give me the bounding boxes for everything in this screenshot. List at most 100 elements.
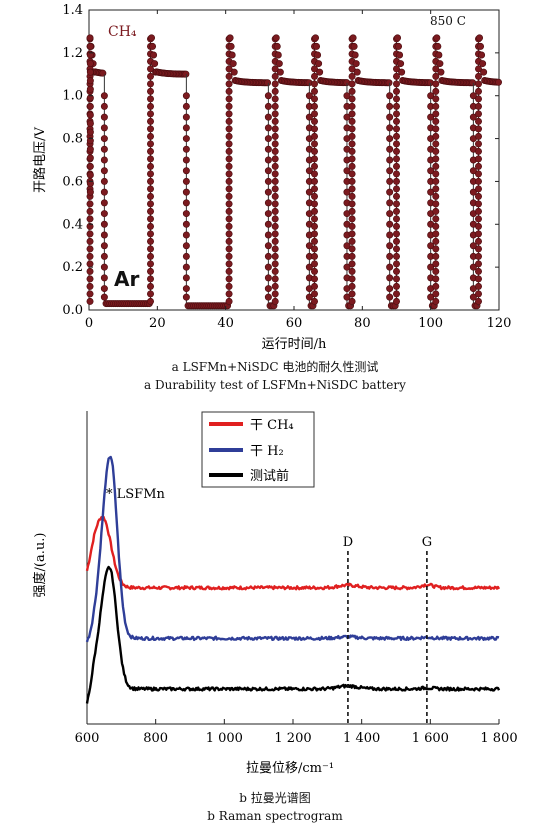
ocv-point [86,222,94,230]
ocv-point [343,263,351,271]
ocv-point [225,260,233,268]
ocv-point [386,135,394,143]
ocv-point [147,95,155,103]
ocv-point [310,297,318,305]
ocv-point [427,242,435,250]
ocv-point [474,200,482,208]
ocv-point [100,113,108,121]
ocv-point [386,210,394,218]
ocv-point [147,170,155,178]
ocv-point [348,147,356,155]
ocv-point [310,140,318,148]
ocv-point [100,135,108,143]
ocv-point [264,252,272,260]
ocv-point [86,137,94,145]
ocv-point [392,117,400,125]
ocv-point [432,267,440,275]
ocv-point [182,242,190,250]
ocv-point [264,113,272,121]
ocv-point [271,237,279,245]
ocv-point [100,231,108,239]
band-label-d: D [343,535,353,550]
ocv-point [474,102,482,110]
ocv-point [100,145,108,153]
ocv-point [225,140,233,148]
ocv-point [225,230,233,238]
ocv-point [264,167,272,175]
ocv-point [225,275,233,283]
ocv-point [271,275,279,283]
ocv-point [147,155,155,163]
ocv-point [271,65,279,73]
ocv-point [225,185,233,193]
legend-label-ch4: 干 CH₄ [250,418,294,433]
ocv-point [310,72,318,80]
ocv-point [386,113,394,121]
ocv-point [392,207,400,215]
ocv-point [432,132,440,140]
ocv-point [225,177,233,185]
ocv-point [432,162,440,170]
ocv-point [310,215,318,223]
ocv-point [182,70,190,78]
ocv-point [86,245,94,253]
ocv-point [225,102,233,110]
ocv-point [397,60,405,68]
ocv-point [436,60,444,68]
ocv-point [348,110,356,118]
ocv-point [147,80,155,88]
ocv-point [386,177,394,185]
x-tick-label-a: 120 [487,316,512,331]
ocv-point [271,282,279,290]
ocv-point [432,155,440,163]
ocv-point [225,95,233,103]
ocv-point [432,230,440,238]
ocv-point [264,285,272,293]
y-axis-label-a: 开路电压/V [32,127,48,193]
ocv-point [427,92,435,100]
ocv-point [86,282,94,290]
ocv-point [147,102,155,110]
ocv-point [469,167,477,175]
ocv-point [225,245,233,253]
x-tick-label-b: 1 800 [480,731,517,746]
ocv-point [147,72,155,80]
ocv-point [432,95,440,103]
ocv-point [432,147,440,155]
ocv-point [182,145,190,153]
ocv-point [432,290,440,298]
ocv-point [86,34,94,42]
ocv-point [474,222,482,230]
ocv-point [225,110,233,118]
ocv-point [271,95,279,103]
ocv-point [427,113,435,121]
ocv-point [432,80,440,88]
ocv-point [271,207,279,215]
ocv-point [385,79,393,87]
ocv-point [225,162,233,170]
ocv-point [86,42,94,50]
ocv-point [182,156,190,164]
ocv-point [305,293,313,301]
ocv-point [225,282,233,290]
ocv-point [310,237,318,245]
band-label-g: G [422,535,432,550]
ocv-point [348,275,356,283]
ocv-point [474,237,482,245]
ocv-point [271,132,279,140]
ocv-point [147,222,155,230]
ocv-point [474,282,482,290]
ocv-point [86,68,94,76]
x-tick-label-b: 1 000 [206,731,243,746]
ticks-b: 600 800 1 000 1 200 1 400 1 600 1 800 [75,719,518,746]
ocv-point [264,210,272,218]
ocv-point [474,125,482,133]
ocv-point [86,128,94,136]
ocv-point [264,199,272,207]
ocv-point [182,210,190,218]
ocv-point [386,145,394,153]
ocv-point [348,192,356,200]
ocv-point [392,132,400,140]
ocv-point [147,297,155,305]
